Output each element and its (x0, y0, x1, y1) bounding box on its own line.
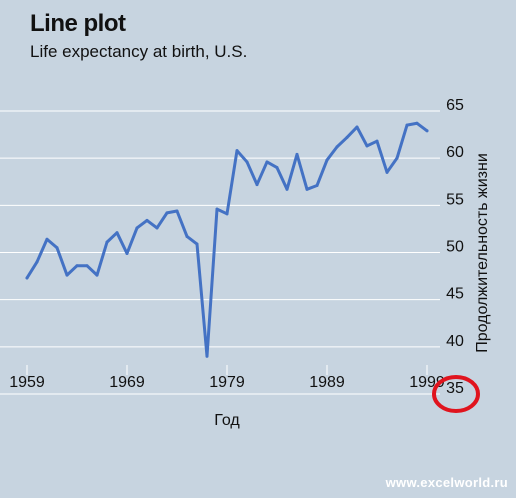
data-point (265, 160, 269, 164)
y-tick-label: 55 (446, 191, 464, 208)
data-point (375, 139, 379, 143)
data-point (335, 145, 339, 149)
data-point (235, 149, 239, 153)
series-group (25, 121, 429, 358)
data-point (195, 242, 199, 246)
highlight-circle (432, 375, 480, 413)
data-point (285, 187, 289, 191)
y-axis-label: Продолжительность жизни (474, 153, 491, 353)
data-point (75, 264, 79, 268)
data-point (145, 218, 149, 222)
data-point (45, 237, 49, 241)
data-point (355, 125, 359, 129)
x-tick-label: 1969 (109, 374, 145, 391)
data-point (215, 207, 219, 211)
y-tick-label: 45 (446, 286, 464, 303)
x-tick-label: 1979 (209, 374, 245, 391)
data-point (135, 226, 139, 230)
data-point (295, 152, 299, 156)
highlight-group (432, 375, 480, 413)
data-point (415, 121, 419, 125)
y-tick-label: 60 (446, 144, 464, 161)
y-tick-label: 35 (446, 380, 464, 397)
data-point (65, 273, 69, 277)
data-point (345, 135, 349, 139)
y-axis-ticks: 65 60 55 50 45 40 35 (446, 97, 464, 397)
data-point (365, 144, 369, 148)
data-point (165, 211, 169, 215)
data-point (255, 183, 259, 187)
data-point (205, 354, 209, 358)
data-point (395, 156, 399, 160)
data-point (95, 273, 99, 277)
x-axis-label: Год (214, 412, 240, 429)
data-point (115, 231, 119, 235)
data-point (155, 226, 159, 230)
y-tick-label: 40 (446, 333, 464, 350)
data-point (25, 276, 29, 280)
data-point (405, 123, 409, 127)
x-axis-ticks: 1959 1969 1979 1989 1999 (9, 374, 445, 391)
data-point (275, 166, 279, 170)
y-tick-label: 65 (446, 97, 464, 114)
data-point (315, 184, 319, 188)
data-point (85, 264, 89, 268)
data-point (245, 160, 249, 164)
data-point (225, 212, 229, 216)
data-point (325, 158, 329, 162)
data-point (425, 129, 429, 133)
y-tick-label: 50 (446, 239, 464, 256)
x-tick-label: 1959 (9, 374, 45, 391)
gridlines (0, 110, 440, 395)
data-point (185, 234, 189, 238)
watermark: www.excelworld.ru (385, 475, 508, 490)
chart-subtitle: Life expectancy at birth, U.S. (30, 42, 248, 61)
chart-title: Line plot (30, 10, 126, 37)
data-point (125, 251, 129, 255)
x-tick-label: 1989 (309, 374, 345, 391)
data-point (175, 209, 179, 213)
data-point (35, 260, 39, 264)
data-point (305, 187, 309, 191)
data-point (385, 170, 389, 174)
data-point (105, 240, 109, 244)
data-point (55, 246, 59, 250)
